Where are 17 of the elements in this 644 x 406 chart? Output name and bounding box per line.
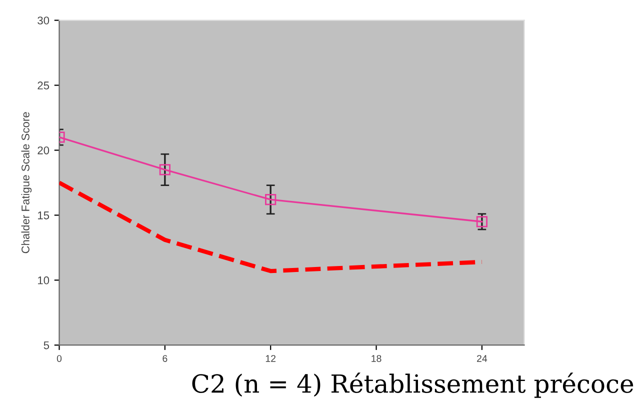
- y-tick-label: 5: [44, 341, 50, 350]
- y-axis-title: Chalder Fatigue Scale Score: [21, 112, 32, 254]
- x-tick-label: 6: [162, 355, 168, 362]
- x-tick-label: 18: [372, 355, 382, 362]
- x-tick-label: 0: [56, 355, 62, 362]
- point: [476, 216, 488, 228]
- point: [159, 164, 170, 176]
- point: [265, 194, 276, 206]
- x-tick-label: 24: [477, 355, 488, 362]
- y-tick-label: 15: [38, 212, 50, 220]
- x-tick-label: 12: [266, 355, 276, 362]
- y-tick-label: 25: [38, 82, 50, 90]
- line-series: [59, 180, 484, 274]
- y-tick-label: 10: [38, 276, 50, 284]
- y-tick-label: 30: [38, 16, 50, 24]
- text: C2 (n = 4) Rétablissement précoce: [192, 372, 634, 398]
- y-tick-label: 20: [38, 146, 50, 154]
